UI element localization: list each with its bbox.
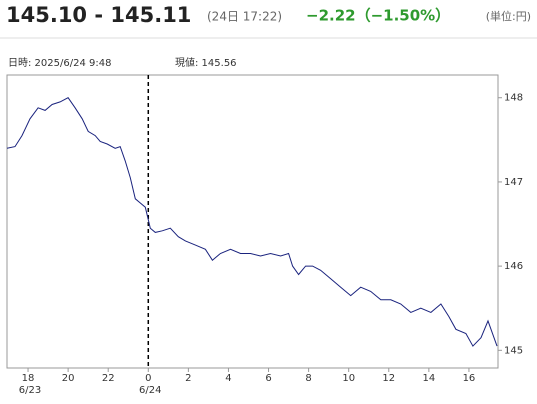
x-tick-label: 16 bbox=[463, 373, 476, 384]
x-tick-label: 10 bbox=[342, 373, 355, 384]
price-line bbox=[6, 97, 498, 347]
x-tick-label: 14 bbox=[422, 373, 435, 384]
x-tick-label: 8 bbox=[305, 373, 311, 384]
unit: (単位:円) bbox=[486, 9, 531, 23]
x-date-label: 6/24 bbox=[139, 385, 161, 396]
x-tick-label: 0 bbox=[145, 373, 151, 384]
change: −2.22（−1.50%） bbox=[306, 7, 450, 25]
y-tick-label: 145 bbox=[504, 345, 523, 356]
info-date: 日時: 2025/6/24 9:48 bbox=[8, 57, 111, 69]
y-tick-label: 147 bbox=[504, 177, 523, 188]
x-tick-label: 18 bbox=[22, 373, 35, 384]
x-tick-label: 22 bbox=[102, 373, 115, 384]
x-tick-label: 2 bbox=[185, 373, 191, 384]
plot-frame bbox=[6, 74, 499, 369]
y-tick-label: 148 bbox=[504, 93, 523, 104]
info-value: 現値: 145.56 bbox=[175, 56, 237, 69]
x-tick-label: 6 bbox=[265, 373, 271, 384]
x-date-label: 6/23 bbox=[19, 385, 41, 396]
x-tick-label: 12 bbox=[382, 373, 395, 384]
x-tick-label: 20 bbox=[62, 373, 75, 384]
price: 145.10 - 145.11 bbox=[6, 3, 191, 27]
y-tick-label: 146 bbox=[504, 261, 523, 272]
x-tick-label: 4 bbox=[225, 373, 231, 384]
update-time: (24日 17:22) bbox=[207, 10, 282, 24]
